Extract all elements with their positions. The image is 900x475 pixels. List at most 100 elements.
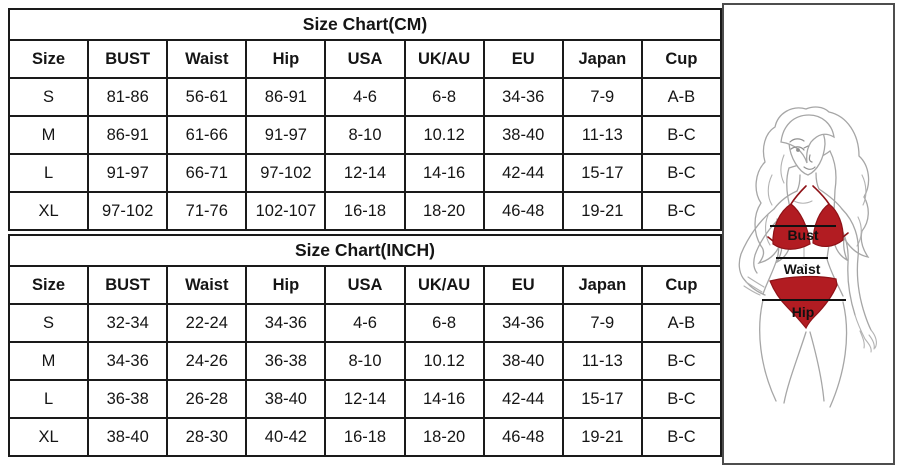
size-value-cell: 38-40: [87, 417, 169, 457]
column-header: EU: [482, 39, 564, 79]
size-value-cell: 34-36: [245, 303, 327, 343]
size-value-cell: B-C: [640, 379, 723, 419]
column-header: UK/AU: [403, 39, 485, 79]
table-row: XL 38-40 28-30 40-42 16-18 18-20 46-48 19-21 B-C: [7, 417, 723, 457]
size-value-cell: 34-36: [87, 341, 169, 381]
size-label-cell: L: [7, 379, 90, 419]
size-label-cell: M: [7, 115, 90, 155]
size-value-cell: 97-102: [87, 191, 169, 231]
size-tables-area: Size Chart(CM) Size BUST Waist Hip USA UK/AU E…: [7, 8, 723, 460]
size-value-cell: A-B: [640, 77, 723, 117]
size-value-cell: 12-14: [324, 379, 406, 419]
size-value-cell: 32-34: [87, 303, 169, 343]
size-value-cell: 46-48: [482, 191, 564, 231]
column-header: Japan: [561, 265, 643, 305]
size-value-cell: 38-40: [482, 341, 564, 381]
mouth: [803, 166, 816, 170]
size-value-cell: 86-91: [245, 77, 327, 117]
nose: [808, 154, 813, 163]
size-value-cell: 8-10: [324, 341, 406, 381]
table-title-row: Size Chart(INCH): [8, 234, 722, 267]
size-label-cell: XL: [7, 417, 90, 457]
hair-bang: [780, 114, 835, 164]
size-value-cell: 6-8: [403, 77, 485, 117]
column-header: USA: [324, 39, 406, 79]
neck: [796, 172, 820, 192]
size-label-cell: S: [7, 303, 90, 343]
hip-label: Hip: [792, 304, 815, 320]
size-value-cell: 26-28: [166, 379, 248, 419]
size-value-cell: 19-21: [561, 417, 643, 457]
bikini-top: [772, 203, 844, 250]
size-value-cell: 91-97: [245, 115, 327, 155]
size-value-cell: 15-17: [561, 153, 643, 193]
column-header: Cup: [640, 265, 723, 305]
measurement-figure-panel: Bust Waist Hip: [722, 3, 895, 465]
size-value-cell: 8-10: [324, 115, 406, 155]
table-title: Size Chart(CM): [8, 8, 722, 41]
waist-label: Waist: [784, 261, 821, 277]
woman-illustration: Bust Waist Hip: [738, 106, 877, 408]
size-value-cell: 71-76: [166, 191, 248, 231]
size-value-cell: 102-107: [245, 191, 327, 231]
size-value-cell: 4-6: [324, 303, 406, 343]
column-header: EU: [482, 265, 564, 305]
size-value-cell: 18-20: [403, 191, 485, 231]
hair-curl-strands: [765, 154, 867, 247]
column-header: Size: [7, 39, 90, 79]
column-header: USA: [324, 265, 406, 305]
size-value-cell: 66-71: [166, 153, 248, 193]
size-value-cell: B-C: [640, 417, 723, 457]
size-value-cell: 14-16: [403, 379, 485, 419]
pupil: [796, 148, 800, 152]
column-header: Hip: [245, 265, 327, 305]
size-value-cell: 22-24: [166, 303, 248, 343]
right-hand-fingers: [854, 314, 877, 353]
size-value-cell: 7-9: [561, 303, 643, 343]
size-chart-inch-table: Size Chart(INCH) Size BUST Waist Hip USA UK/A…: [7, 234, 723, 457]
table-row: XL 97-102 71-76 102-107 16-18 18-20 46-48 19-21…: [7, 191, 723, 231]
size-value-cell: 6-8: [403, 303, 485, 343]
table-body: S 32-34 22-24 34-36 4-6 6-8 34-36 7-9 A-B M 34-36 2…: [7, 303, 723, 457]
size-value-cell: B-C: [640, 341, 723, 381]
table-title-row: Size Chart(CM): [8, 8, 722, 41]
size-value-cell: 12-14: [324, 153, 406, 193]
left-hand-fingers: [743, 276, 765, 296]
size-value-cell: 61-66: [166, 115, 248, 155]
size-value-cell: 24-26: [166, 341, 248, 381]
size-label-cell: S: [7, 77, 90, 117]
eyebrow: [789, 138, 805, 143]
table-row: M 86-91 61-66 91-97 8-10 10.12 38-40 11-13 B-C: [7, 115, 723, 155]
size-value-cell: 16-18: [324, 191, 406, 231]
size-value-cell: 46-48: [482, 417, 564, 457]
shoulders: [773, 188, 843, 210]
size-value-cell: 11-13: [561, 115, 643, 155]
table-header-row: Size BUST Waist Hip USA UK/AU EU Japan Cup: [7, 39, 723, 79]
size-label-cell: XL: [7, 191, 90, 231]
size-label-cell: L: [7, 153, 90, 193]
bikini-straps: [767, 185, 849, 242]
size-value-cell: 15-17: [561, 379, 643, 419]
size-value-cell: 86-91: [87, 115, 169, 155]
size-value-cell: 40-42: [245, 417, 327, 457]
size-value-cell: B-C: [640, 153, 723, 193]
size-value-cell: 34-36: [482, 303, 564, 343]
column-header: Waist: [166, 265, 248, 305]
size-value-cell: 42-44: [482, 153, 564, 193]
size-value-cell: 36-38: [245, 341, 327, 381]
size-value-cell: 28-30: [166, 417, 248, 457]
size-value-cell: 97-102: [245, 153, 327, 193]
eye: [790, 145, 809, 151]
size-value-cell: B-C: [640, 191, 723, 231]
size-value-cell: B-C: [640, 115, 723, 155]
column-header: Waist: [166, 39, 248, 79]
collarbone: [793, 200, 813, 204]
size-value-cell: 18-20: [403, 417, 485, 457]
size-value-cell: 16-18: [324, 417, 406, 457]
size-value-cell: 19-21: [561, 191, 643, 231]
table-row: L 36-38 26-28 38-40 12-14 14-16 42-44 15-17 B-C: [7, 379, 723, 419]
size-chart-cm-table: Size Chart(CM) Size BUST Waist Hip USA UK/AU E…: [7, 8, 723, 231]
size-value-cell: 36-38: [87, 379, 169, 419]
column-header: BUST: [87, 39, 169, 79]
